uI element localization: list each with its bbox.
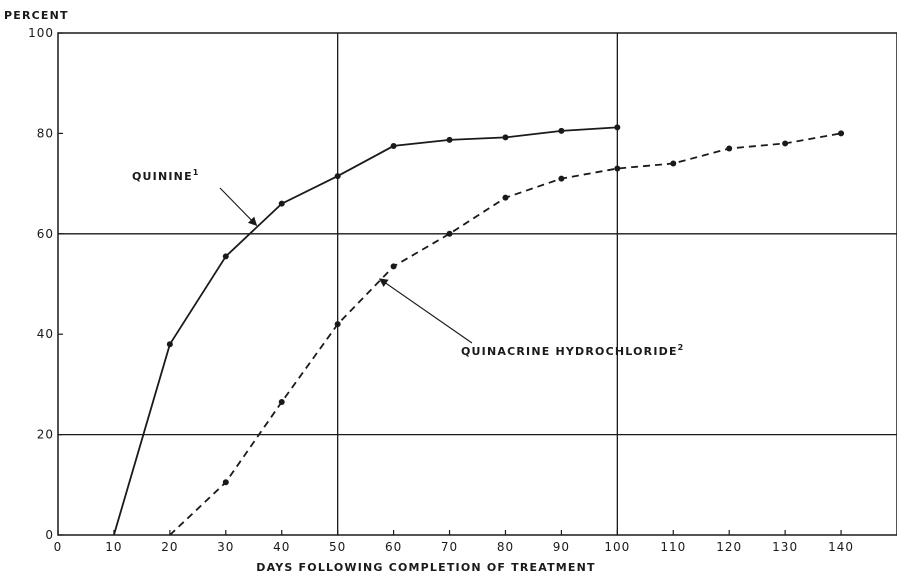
y-tick-label: 60 xyxy=(37,227,54,241)
x-tick-label: 90 xyxy=(553,540,570,554)
series-label-quinacrine-superscript: 2 xyxy=(678,343,685,352)
y-tick-label: 100 xyxy=(28,26,54,40)
series-label-quinine: QUININE1 xyxy=(132,168,200,183)
x-tick-label: 10 xyxy=(105,540,122,554)
x-tick-label: 30 xyxy=(217,540,234,554)
y-tick-label: 20 xyxy=(37,428,54,442)
y-axis-label: PERCENT xyxy=(4,9,69,22)
data-point xyxy=(558,127,565,134)
x-tick-label: 140 xyxy=(828,540,854,554)
data-point xyxy=(558,175,565,182)
x-tick-label: 100 xyxy=(604,540,630,554)
data-point xyxy=(614,124,621,131)
x-tick-label: 110 xyxy=(660,540,686,554)
x-tick-label: 80 xyxy=(497,540,514,554)
x-ticks: 0 10 20 30 40 50 60 70 80 90 100 110 120 130 140 xyxy=(54,530,854,554)
series-line-quinacrine xyxy=(169,132,842,536)
data-point xyxy=(334,321,341,328)
data-point xyxy=(446,230,453,237)
data-point xyxy=(166,341,173,348)
data-point xyxy=(838,130,845,137)
series-label-quinacrine-name: QUINACRINE HYDROCHLORIDE xyxy=(461,345,678,358)
y-ticks: 0 20 40 60 80 100 xyxy=(28,26,63,542)
x-tick-label: 120 xyxy=(716,540,742,554)
data-point xyxy=(390,263,397,270)
data-point xyxy=(670,160,677,167)
data-point xyxy=(782,140,789,147)
series-label-quinine-superscript: 1 xyxy=(193,168,200,177)
plot-frame xyxy=(57,32,897,536)
data-point xyxy=(278,398,285,405)
y-tick-label: 80 xyxy=(37,126,54,140)
x-tick-label: 40 xyxy=(273,540,290,554)
annotation-arrow xyxy=(378,278,473,344)
x-tick-label: 60 xyxy=(385,540,402,554)
series-label-quinine-name: QUININE xyxy=(132,170,193,183)
series-label-quinacrine: QUINACRINE HYDROCHLORIDE2 xyxy=(461,343,684,358)
data-point xyxy=(502,194,509,201)
data-point xyxy=(278,200,285,207)
data-point xyxy=(222,479,229,486)
y-tick-label: 0 xyxy=(45,528,54,542)
data-point xyxy=(390,142,397,149)
annotation-arrow xyxy=(219,187,258,227)
data-point xyxy=(614,165,621,172)
y-tick-label: 40 xyxy=(37,327,54,341)
x-axis-label: DAYS FOLLOWING COMPLETION OF TREATMENT xyxy=(256,561,596,574)
x-tick-label: 50 xyxy=(329,540,346,554)
data-point xyxy=(502,134,509,141)
grid xyxy=(58,33,897,535)
x-tick-label: 0 xyxy=(54,540,63,554)
data-point xyxy=(334,173,341,180)
x-tick-label: 70 xyxy=(441,540,458,554)
data-point xyxy=(726,145,733,152)
data-point xyxy=(446,136,453,143)
x-tick-label: 130 xyxy=(772,540,798,554)
series-line-quinine xyxy=(113,126,618,536)
series-layer xyxy=(113,124,845,536)
data-point xyxy=(222,253,229,260)
x-tick-label: 20 xyxy=(161,540,178,554)
annotation-arrows xyxy=(219,187,473,344)
